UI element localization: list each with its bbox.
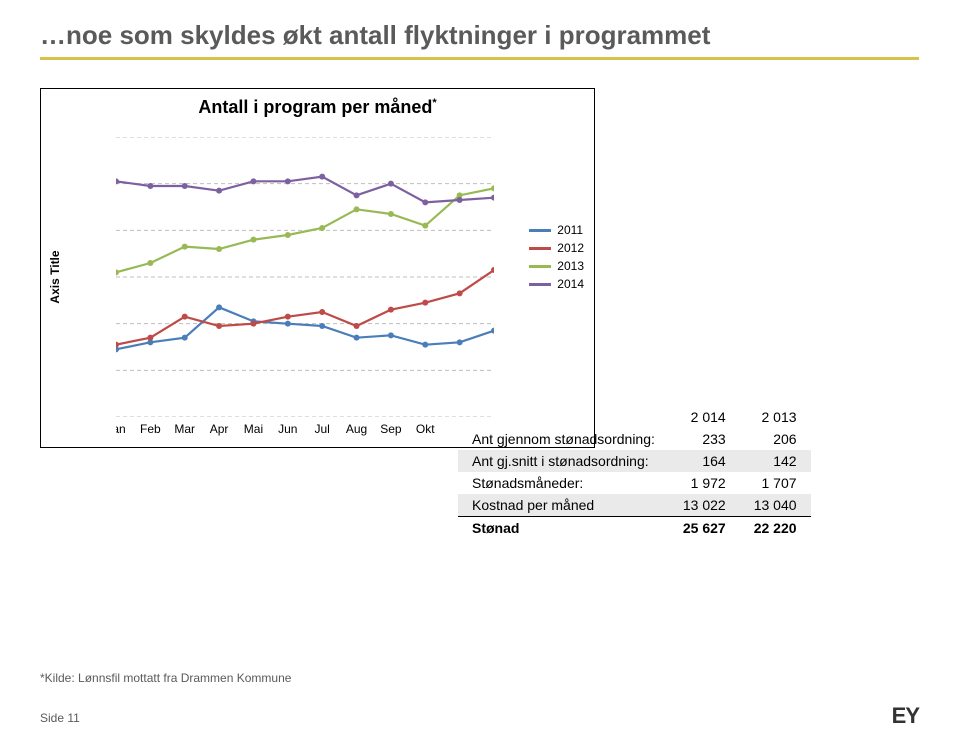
legend-swatch xyxy=(529,247,551,250)
table-row: Stønadsmåneder:1 9721 707 xyxy=(458,472,811,494)
row-label: Ant gj.snitt i stønadsordning: xyxy=(458,450,669,472)
table-row: Kostnad per måned13 02213 040 xyxy=(458,494,811,517)
svg-text:Feb: Feb xyxy=(140,422,161,436)
chart-container: Antall i program per måned* 608010012014… xyxy=(40,88,595,448)
legend-item: 2013 xyxy=(529,259,584,273)
svg-text:Jul: Jul xyxy=(315,422,330,436)
row-label: Stønadsmåneder: xyxy=(458,472,669,494)
total-c1: 25 627 xyxy=(669,517,740,540)
table-head-y1: 2 014 xyxy=(669,406,740,428)
table-row: Ant gj.snitt i stønadsordning:164142 xyxy=(458,450,811,472)
chart-title-sup: * xyxy=(432,97,436,109)
page-number: Side 11 xyxy=(40,711,80,725)
total-c2: 22 220 xyxy=(740,517,811,540)
svg-text:Sep: Sep xyxy=(380,422,402,436)
legend-label: 2011 xyxy=(557,223,583,237)
table-head-y2: 2 013 xyxy=(740,406,811,428)
chart-legend: 2011 2012 2013 2014 xyxy=(529,219,584,295)
legend-swatch xyxy=(529,265,551,268)
row-c2: 206 xyxy=(740,428,811,450)
chart-title: Antall i program per måned* xyxy=(41,89,594,118)
chart-plot: 6080100120140160180 xyxy=(116,137,494,417)
svg-text:Jan: Jan xyxy=(116,422,126,436)
row-c1: 164 xyxy=(669,450,740,472)
legend-label: 2013 xyxy=(557,259,584,273)
row-label: Ant gjennom stønadsordning: xyxy=(458,428,669,450)
table-head-row: 2 014 2 013 xyxy=(458,406,811,428)
svg-text:Jun: Jun xyxy=(278,422,297,436)
svg-text:Okt: Okt xyxy=(416,422,435,436)
chart-title-text: Antall i program per måned xyxy=(198,97,432,117)
table-row: Ant gjennom stønadsordning:233206 xyxy=(458,428,811,450)
svg-text:Mai: Mai xyxy=(244,422,263,436)
y-axis-title: Axis Title xyxy=(48,250,62,303)
row-c1: 1 972 xyxy=(669,472,740,494)
row-c1: 13 022 xyxy=(669,494,740,517)
footnote: *Kilde: Lønnsfil mottatt fra Drammen Kom… xyxy=(40,671,291,685)
legend-item: 2012 xyxy=(529,241,584,255)
svg-text:Apr: Apr xyxy=(210,422,229,436)
total-label: Stønad xyxy=(458,517,669,540)
accent-rule xyxy=(40,57,919,60)
slide-headline: …noe som skyldes økt antall flyktninger … xyxy=(40,20,919,51)
legend-item: 2014 xyxy=(529,277,584,291)
chart-series xyxy=(116,174,494,353)
svg-text:Aug: Aug xyxy=(346,422,367,436)
summary-table: 2 014 2 013 Ant gjennom stønadsordning:2… xyxy=(458,406,811,539)
row-c2: 13 040 xyxy=(740,494,811,517)
ey-logo: EY xyxy=(892,703,919,729)
legend-swatch xyxy=(529,283,551,286)
legend-label: 2012 xyxy=(557,241,584,255)
chart-xticks: Jan Feb Mar Apr Mai Jun Jul Aug Sep Okt xyxy=(116,419,494,439)
row-c2: 1 707 xyxy=(740,472,811,494)
svg-text:Mar: Mar xyxy=(174,422,195,436)
legend-label: 2014 xyxy=(557,277,584,291)
row-label: Kostnad per måned xyxy=(458,494,669,517)
row-c2: 142 xyxy=(740,450,811,472)
legend-swatch xyxy=(529,229,551,232)
table-total-row: Stønad25 62722 220 xyxy=(458,517,811,540)
y-axis-title-svg: Axis Title xyxy=(45,137,69,417)
legend-item: 2011 xyxy=(529,223,584,237)
row-c1: 233 xyxy=(669,428,740,450)
